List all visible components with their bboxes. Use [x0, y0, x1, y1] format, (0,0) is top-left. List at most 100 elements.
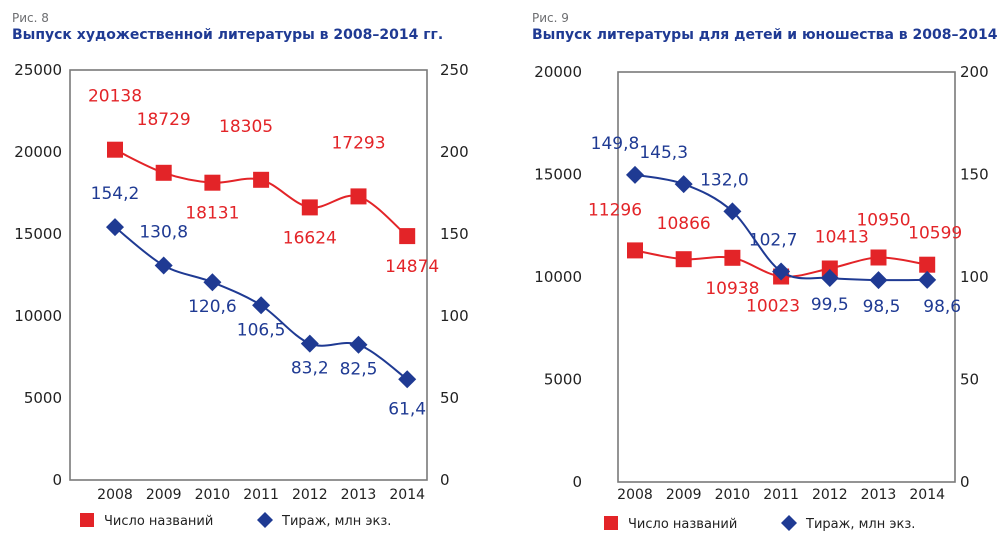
data-point-square: [204, 174, 221, 191]
data-point-diamond: [349, 335, 368, 354]
data-point-diamond: [918, 270, 937, 289]
data-point-square: [107, 141, 123, 158]
x-tick-label: 2009: [666, 487, 702, 503]
y-right-tick-label: 150: [960, 166, 989, 184]
data-point-diamond: [820, 269, 839, 287]
data-point-diamond: [300, 334, 319, 353]
data-label: 106,5: [237, 320, 286, 340]
legend-label-count: Число названий: [104, 514, 213, 529]
y-right-tick-label: 200: [440, 143, 469, 161]
data-label: 149,8: [591, 134, 640, 154]
y-right-tick-label: 0: [960, 473, 970, 491]
x-tick-label: 2014: [389, 487, 425, 503]
data-label: 17293: [331, 133, 385, 153]
data-label: 82,5: [340, 360, 378, 380]
y-right-tick-label: 50: [960, 371, 979, 389]
x-tick-label: 2011: [763, 487, 799, 503]
chart-title: Выпуск художественной литературы в 2008–…: [12, 27, 444, 43]
x-tick-label: 2009: [146, 487, 182, 503]
legend-marker-square: [80, 513, 94, 527]
figure-label: Рис. 8: [12, 11, 49, 25]
legend-label-circulation: Тираж, млн экз.: [805, 517, 915, 532]
data-label: 120,6: [188, 297, 237, 317]
data-label: 154,2: [91, 184, 140, 204]
data-label: 145,3: [639, 143, 688, 163]
data-label: 18131: [185, 204, 239, 224]
chart-canvas: 0 5000 10000 15000 20000 25000 0 50 100 150 200 250…: [14, 61, 469, 529]
data-point-square: [675, 251, 692, 268]
y-right-tick-label: 100: [960, 268, 989, 286]
data-label: 98,6: [923, 297, 961, 317]
y-left-tick-label: 5000: [544, 371, 582, 389]
data-point-diamond: [106, 218, 124, 237]
data-label: 99,5: [811, 295, 849, 315]
data-point-square: [350, 188, 367, 205]
data-point-diamond: [398, 370, 417, 389]
legend-label-circulation: Тираж, млн экз.: [281, 514, 391, 529]
chart-title: Выпуск литературы для детей и юношества …: [532, 27, 1000, 43]
x-tick-label: 2014: [909, 487, 945, 503]
data-point-diamond: [154, 256, 173, 275]
data-label: 18729: [137, 110, 191, 130]
data-label: 98,5: [863, 297, 901, 317]
y-left-tick-label: 5000: [24, 389, 62, 407]
legend-marker-square: [604, 516, 618, 530]
data-point-diamond: [626, 165, 644, 184]
data-point-square: [870, 249, 887, 266]
data-label: 83,2: [291, 359, 329, 379]
y-left-tick-label: 20000: [534, 63, 582, 81]
data-label: 18305: [219, 117, 273, 137]
y-left-tick-label: 10000: [534, 268, 582, 286]
y-right-tick-label: 250: [440, 61, 469, 79]
data-label: 14874: [385, 257, 439, 277]
data-point-diamond: [772, 262, 791, 281]
data-point-square: [919, 256, 936, 273]
y-right-tick-label: 100: [440, 307, 469, 325]
data-label: 10950: [856, 211, 910, 231]
legend-marker-diamond: [781, 515, 797, 531]
x-tick-label: 2008: [617, 487, 653, 503]
y-right-tick-label: 50: [440, 389, 459, 407]
data-label: 130,8: [139, 223, 188, 243]
legend-marker-diamond: [257, 512, 273, 528]
data-point-square: [301, 199, 318, 216]
x-tick-label: 2008: [97, 487, 133, 503]
x-tick-label: 2010: [195, 487, 231, 503]
data-label: 10413: [815, 228, 869, 248]
data-label: 10023: [746, 297, 800, 317]
x-tick-label: 2010: [715, 487, 751, 503]
y-left-tick-label: 10000: [14, 307, 62, 325]
y-left-tick-label: 25000: [14, 61, 62, 79]
data-label: 10599: [908, 224, 962, 244]
y-left-tick-label: 0: [572, 473, 582, 491]
data-point-square: [399, 228, 416, 245]
data-label: 132,0: [700, 170, 749, 190]
data-label: 61,4: [388, 399, 426, 419]
y-right-tick-label: 0: [440, 471, 450, 489]
x-tick-label: 2012: [812, 487, 848, 503]
y-right-tick-label: 200: [960, 63, 989, 81]
x-tick-label: 2013: [341, 487, 377, 503]
data-label: 10866: [657, 214, 711, 234]
data-point-diamond: [203, 273, 222, 292]
data-point-diamond: [674, 175, 693, 194]
data-label: 20138: [88, 87, 142, 107]
data-point-diamond: [252, 296, 271, 315]
plot-frame: [617, 71, 956, 483]
y-left-tick-label: 0: [52, 471, 62, 489]
y-left-tick-label: 15000: [14, 225, 62, 243]
data-label: 16624: [283, 228, 337, 248]
data-point-square: [821, 260, 838, 277]
data-point-square: [627, 242, 643, 259]
y-left-tick-label: 20000: [14, 143, 62, 161]
figure-label: Рис. 9: [532, 11, 569, 25]
x-tick-label: 2012: [292, 487, 328, 503]
legend-label-count: Число названий: [628, 517, 737, 532]
data-point-square: [253, 171, 270, 188]
data-point-square: [724, 249, 741, 266]
plot-frame: [69, 69, 428, 481]
x-tick-label: 2013: [861, 487, 897, 503]
chart-panel-fig9: Рис. 9 Выпуск литературы для детей и юно…: [520, 0, 1000, 545]
data-label: 11296: [588, 200, 642, 220]
data-point-diamond: [723, 202, 742, 221]
